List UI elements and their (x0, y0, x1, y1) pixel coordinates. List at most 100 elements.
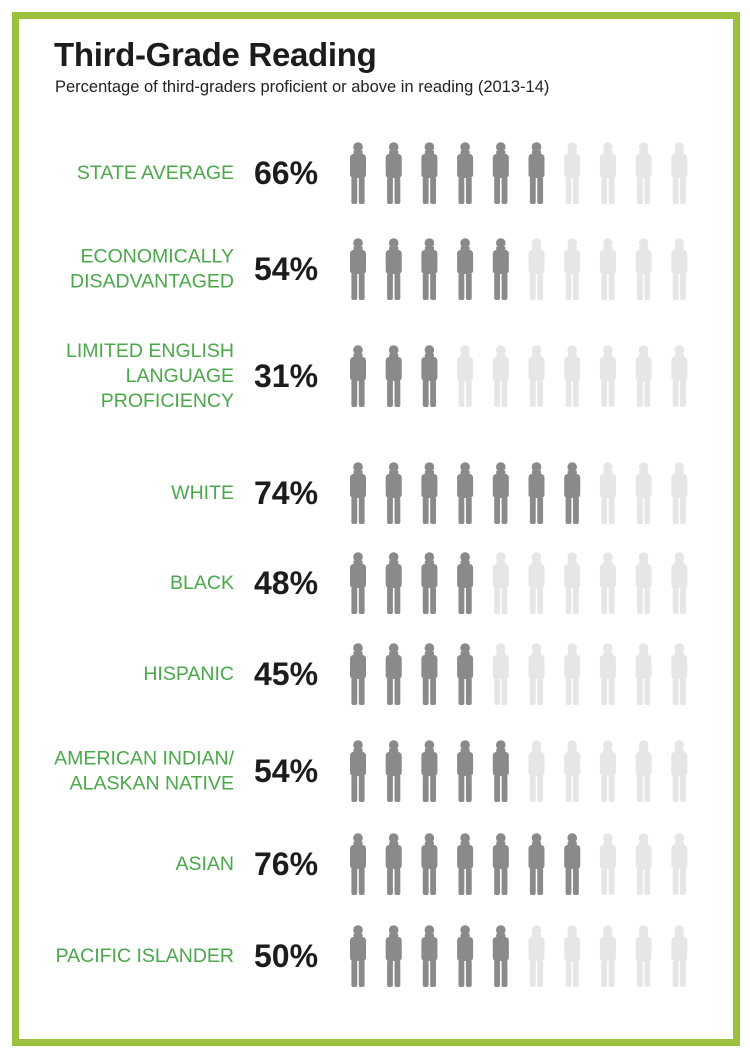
child-figure-icon (385, 925, 402, 987)
child-figure-icon (528, 833, 545, 895)
value-label: 74% (254, 475, 318, 511)
child-figure-icon (385, 142, 402, 204)
child-figure-icon (492, 462, 509, 524)
child-figure-icon (671, 833, 688, 895)
chart-row: STATE AVERAGE 66% (77, 142, 688, 204)
chart-title: Third-Grade Reading (54, 36, 377, 73)
child-figure-icon (350, 238, 366, 300)
child-figure-icon (635, 142, 652, 204)
value-label: 48% (254, 565, 318, 601)
child-figure-icon (421, 462, 438, 524)
child-figure-icon (528, 925, 545, 987)
child-figure-icon (492, 238, 509, 300)
child-figure-icon (492, 142, 509, 204)
child-figure-icon (421, 833, 438, 895)
child-figure-icon (635, 833, 652, 895)
child-figure-icon (635, 643, 652, 705)
child-figure-icon (635, 740, 652, 802)
chart-row: WHITE 74% (171, 462, 688, 524)
chart-row: LIMITED ENGLISH LANGUAGE PROFICIENCY 31% (66, 340, 688, 412)
child-figure-icon (671, 740, 688, 802)
child-figure-icon (599, 142, 616, 204)
child-figure-icon (421, 552, 438, 614)
child-figure-icon (564, 740, 581, 802)
child-figure-icon (599, 552, 616, 614)
child-figure-icon (599, 643, 616, 705)
child-figure-icon (564, 643, 581, 705)
child-figure-icon (599, 345, 616, 407)
child-figure-icon (385, 345, 402, 407)
child-figure-icon (564, 345, 581, 407)
child-figure-icon (564, 925, 581, 987)
child-figure-icon (350, 833, 366, 895)
child-figure-icon (350, 142, 366, 204)
child-figure-icon (350, 462, 366, 524)
child-figure-icon (385, 552, 402, 614)
category-label: LIMITED ENGLISH (66, 340, 234, 362)
child-figure-icon (457, 740, 474, 802)
child-figure-icon (492, 643, 509, 705)
chart-row: HISPANIC 45% (143, 643, 688, 705)
child-figure-icon (350, 552, 366, 614)
child-figure-icon (457, 345, 474, 407)
category-label: STATE AVERAGE (77, 162, 234, 184)
value-label: 50% (254, 938, 318, 974)
child-figure-icon (599, 833, 616, 895)
child-figure-icon (671, 552, 688, 614)
child-figure-icon (385, 238, 402, 300)
value-label: 76% (254, 846, 318, 882)
child-figure-icon (457, 925, 474, 987)
category-label: DISADVANTAGED (70, 271, 234, 293)
chart-row: BLACK 48% (170, 552, 688, 614)
child-figure-icon (385, 643, 402, 705)
child-figure-icon (635, 462, 652, 524)
child-figure-icon (528, 345, 545, 407)
child-figure-icon (457, 833, 474, 895)
chart-row: AMERICAN INDIAN/ALASKAN NATIVE 54% (54, 740, 688, 802)
child-figure-icon (385, 462, 402, 524)
child-figure-icon (671, 643, 688, 705)
child-figure-icon (457, 643, 474, 705)
category-label: PACIFIC ISLANDER (56, 945, 234, 967)
chart-frame (12, 12, 740, 1046)
child-figure-icon (635, 345, 652, 407)
child-figure-icon (528, 238, 545, 300)
child-figure-icon (599, 238, 616, 300)
category-label: ALASKAN NATIVE (70, 773, 234, 795)
chart-row: ASIAN 76% (175, 833, 688, 895)
category-label: PROFICIENCY (101, 390, 234, 412)
child-figure-icon (635, 238, 652, 300)
child-figure-icon (350, 345, 366, 407)
child-figure-icon (671, 142, 688, 204)
child-figure-icon (599, 462, 616, 524)
child-figure-icon (421, 238, 438, 300)
child-figure-icon (421, 925, 438, 987)
child-figure-icon (635, 552, 652, 614)
child-figure-icon (492, 345, 509, 407)
child-figure-icon (421, 643, 438, 705)
child-figure-icon (528, 552, 545, 614)
child-figure-icon (457, 238, 474, 300)
value-label: 45% (254, 656, 318, 692)
child-figure-icon (671, 925, 688, 987)
category-label: ECONOMICALLY (80, 246, 234, 268)
category-label: BLACK (170, 572, 234, 594)
chart-row: ECONOMICALLY DISADVANTAGED 54% (70, 238, 688, 300)
child-figure-icon (671, 462, 688, 524)
child-figure-icon (350, 643, 366, 705)
child-figure-icon (671, 238, 688, 300)
child-figure-icon (671, 345, 688, 407)
child-figure-icon (528, 740, 545, 802)
child-figure-icon (457, 462, 474, 524)
child-figure-icon (421, 142, 438, 204)
child-figure-icon (564, 462, 581, 524)
child-figure-icon (492, 740, 509, 802)
child-figure-icon (421, 345, 438, 407)
child-figure-icon (457, 142, 474, 204)
category-label: LANGUAGE (126, 365, 234, 387)
category-label: AMERICAN INDIAN/ (54, 748, 234, 770)
value-label: 54% (254, 251, 318, 287)
child-figure-icon (350, 740, 366, 802)
child-figure-icon (599, 740, 616, 802)
value-label: 54% (254, 753, 318, 789)
